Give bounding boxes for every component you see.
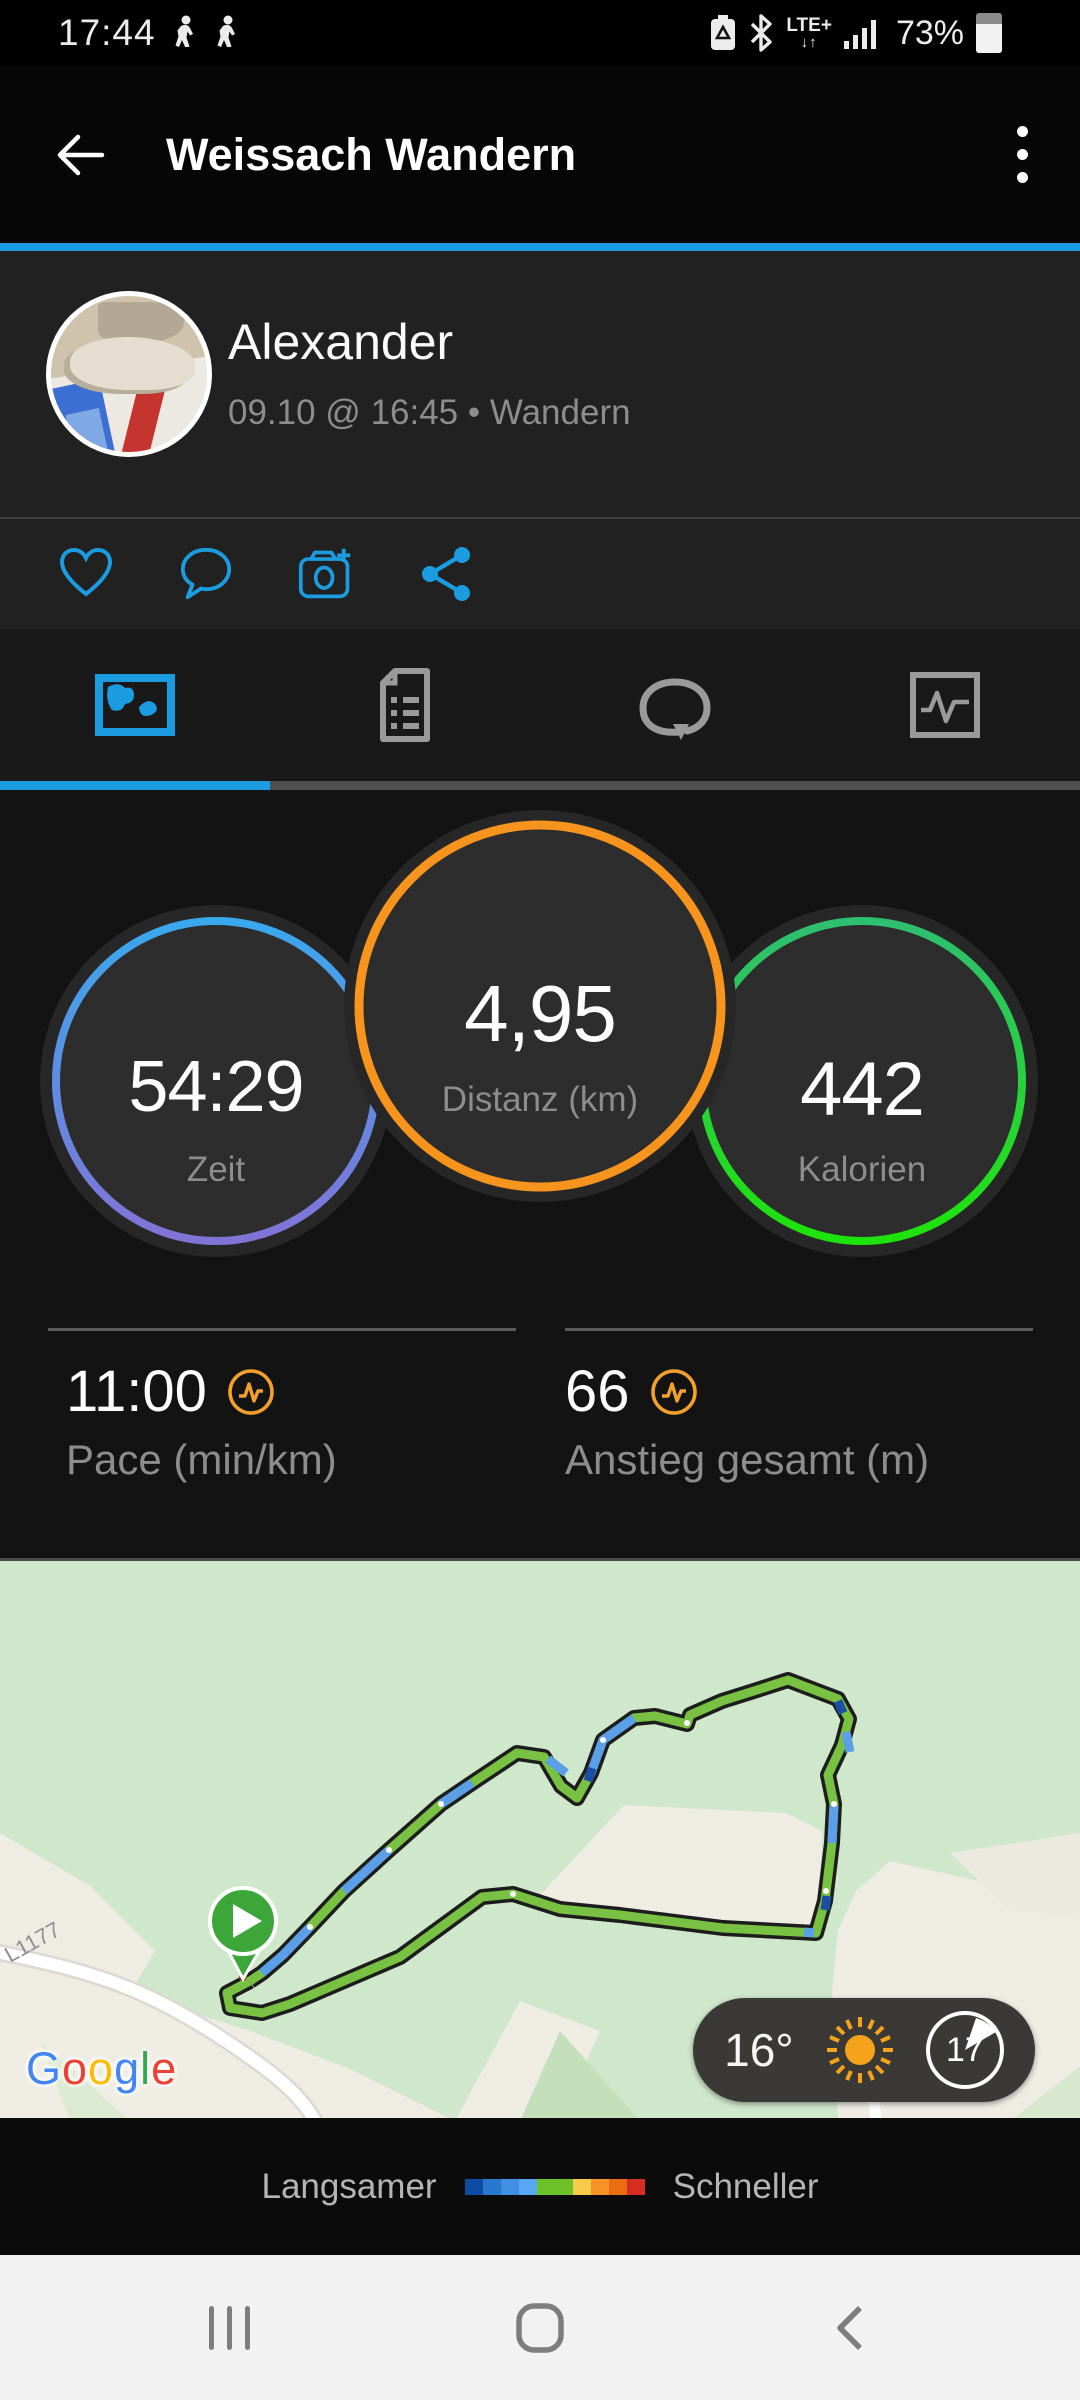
google-letter: l bbox=[140, 2043, 152, 2094]
pulse-icon bbox=[228, 1368, 274, 1415]
legend-swatch bbox=[608, 2178, 627, 2195]
divider bbox=[565, 1328, 1033, 1331]
accent-divider bbox=[0, 243, 1080, 251]
activity-owner-card: Alexander 09.10 @ 16:45 • Wandern bbox=[0, 251, 1080, 517]
time-label: Zeit bbox=[186, 1150, 246, 1189]
signal-strength-icon bbox=[843, 20, 876, 49]
tab-details[interactable] bbox=[270, 629, 540, 781]
legend-swatch bbox=[626, 2178, 645, 2195]
pace-legend: Langsamer Schneller bbox=[0, 2118, 1080, 2255]
legend-fast-label: Schneller bbox=[672, 2166, 819, 2206]
route-ticks bbox=[307, 1720, 837, 1930]
ascent-label: Anstieg gesamt (m) bbox=[565, 1436, 930, 1483]
google-attribution: Google bbox=[26, 2043, 177, 2095]
map-canvas: L1177 bbox=[0, 1561, 1080, 2126]
comment-button[interactable] bbox=[178, 546, 234, 602]
bluetooth-icon bbox=[751, 14, 773, 52]
back-nav-button[interactable] bbox=[820, 2298, 880, 2358]
legend-swatch bbox=[464, 2178, 483, 2195]
ascent-value: 66 bbox=[565, 1359, 630, 1424]
network-type-indicator: LTE+ ↓↑ bbox=[786, 15, 832, 51]
weather-widget[interactable]: 16° 17 bbox=[693, 1998, 1035, 2102]
tab-map[interactable] bbox=[0, 629, 270, 781]
battery-icon bbox=[976, 13, 1002, 53]
pace-label: Pace (min/km) bbox=[66, 1436, 337, 1483]
google-letter: o bbox=[62, 2043, 89, 2094]
pace-color-scale bbox=[464, 2178, 645, 2195]
add-photo-button[interactable] bbox=[298, 546, 354, 602]
status-icons: LTE+ ↓↑ 73% bbox=[710, 13, 1002, 53]
battery-saver-icon bbox=[711, 15, 736, 50]
time-ring bbox=[40, 905, 392, 1257]
legend-swatch bbox=[482, 2178, 501, 2195]
legend-swatch bbox=[572, 2178, 591, 2195]
google-letter: G bbox=[26, 2043, 63, 2094]
battery-percent: 73% bbox=[895, 13, 964, 52]
wind-direction-gauge: 17 bbox=[925, 2011, 1004, 2089]
distance-value: 4,95 bbox=[464, 969, 617, 1058]
calories-value: 442 bbox=[800, 1047, 925, 1132]
clock: 17:44 bbox=[58, 12, 156, 53]
status-bar: 17:44 LTE+ ↓↑ 73% bbox=[0, 0, 1080, 66]
tab-indicator-track bbox=[270, 781, 1080, 790]
pulse-icon bbox=[650, 1368, 697, 1415]
google-letter: e bbox=[151, 2043, 178, 2094]
start-pin bbox=[208, 1886, 278, 1983]
legend-swatch bbox=[500, 2178, 519, 2195]
active-app-person-icon bbox=[172, 15, 198, 52]
app-bar: Weissach Wandern bbox=[0, 66, 1080, 243]
distance-ring bbox=[344, 810, 736, 1202]
user-name: Alexander bbox=[228, 314, 454, 370]
recents-button[interactable] bbox=[200, 2298, 260, 2358]
tab-bar bbox=[0, 629, 1080, 781]
overflow-menu-button[interactable] bbox=[1017, 126, 1028, 183]
legend-slow-label: Langsamer bbox=[261, 2166, 437, 2206]
tab-laps[interactable] bbox=[540, 629, 810, 781]
google-letter: g bbox=[114, 2043, 141, 2094]
time-value: 54:29 bbox=[128, 1047, 304, 1127]
ascent-stat: 66 bbox=[565, 1358, 698, 1425]
calories-ring bbox=[686, 905, 1038, 1257]
avatar[interactable] bbox=[46, 291, 212, 457]
back-button[interactable] bbox=[50, 125, 110, 185]
sun-icon bbox=[826, 2017, 893, 2083]
like-button[interactable] bbox=[58, 546, 114, 602]
active-app-person-icon bbox=[214, 15, 240, 52]
legend-swatch bbox=[554, 2178, 573, 2195]
legend-swatch bbox=[536, 2178, 555, 2195]
home-button[interactable] bbox=[510, 2298, 570, 2358]
pace-value: 11:00 bbox=[66, 1359, 207, 1424]
calories-label: Kalorien bbox=[797, 1150, 927, 1189]
tab-charts[interactable] bbox=[810, 629, 1080, 781]
android-navbar bbox=[0, 2255, 1080, 2400]
divider bbox=[48, 1328, 516, 1331]
summary-section: 54:29 Zeit 4,95 Distanz (km) 442 Kalorie… bbox=[0, 790, 1080, 1558]
temperature: 16° bbox=[724, 2024, 794, 2076]
distance-label: Distanz (km) bbox=[441, 1080, 639, 1119]
activity-meta: 09.10 @ 16:45 • Wandern bbox=[228, 393, 631, 432]
page-title: Weissach Wandern bbox=[166, 128, 577, 180]
wind-wedge bbox=[964, 2018, 996, 2050]
legend-swatch bbox=[518, 2178, 537, 2195]
active-tab-indicator bbox=[0, 781, 270, 790]
google-letter: o bbox=[88, 2043, 115, 2094]
legend-swatch bbox=[590, 2178, 609, 2195]
share-button[interactable] bbox=[418, 546, 474, 602]
divider bbox=[0, 517, 1080, 519]
action-row bbox=[0, 519, 1080, 629]
pace-stat: 11:00 bbox=[66, 1358, 275, 1425]
route-map[interactable]: L1177 bbox=[0, 1558, 1080, 2126]
